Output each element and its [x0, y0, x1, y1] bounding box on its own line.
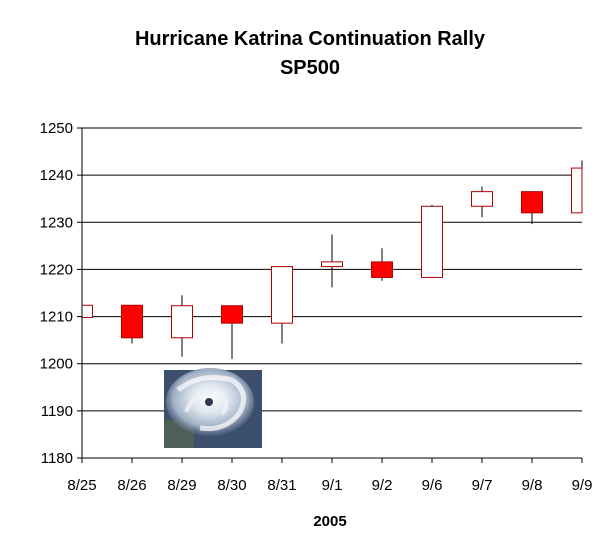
candle-body-up: [81, 304, 93, 319]
candle-9-8: [521, 191, 543, 225]
y-tick-label: 1250: [40, 120, 73, 137]
y-axis-ticks: 1180 1190 1200 1210 1220 1230 1240 1250: [40, 120, 82, 467]
x-tick-label: 8/31: [267, 477, 296, 494]
x-axis-label: 2005: [313, 513, 346, 530]
y-tick-label: 1220: [40, 261, 73, 278]
x-tick-label: 9/8: [522, 477, 543, 494]
y-tick-label: 1200: [40, 356, 73, 373]
candle-8-29: [171, 295, 193, 357]
candle-body-down: [121, 304, 143, 339]
candle-9-7: [471, 186, 493, 218]
x-tick-label: 8/26: [117, 477, 146, 494]
y-tick-label: 1210: [40, 309, 73, 326]
grid-lines: [82, 127, 582, 412]
x-tick-label: 8/29: [167, 477, 196, 494]
candle-9-1: [321, 234, 343, 288]
y-tick-label: 1230: [40, 214, 73, 231]
candle-body-up: [321, 261, 343, 268]
chart-subtitle: SP500: [280, 57, 340, 79]
candle-body-up: [171, 305, 193, 339]
candles: [81, 160, 583, 359]
x-tick-label: 8/30: [217, 477, 246, 494]
candle-body-down: [371, 261, 393, 278]
candle-body-down: [521, 191, 543, 214]
x-tick-label: 8/25: [67, 477, 96, 494]
x-tick-label: 9/7: [472, 477, 493, 494]
candle-9-2: [371, 248, 393, 281]
x-tick-label: 9/2: [372, 477, 393, 494]
chart-title: Hurricane Katrina Continuation Rally: [135, 28, 486, 50]
candle-8-31: [271, 266, 293, 344]
candle-body-up: [471, 191, 493, 207]
candle-body-up: [571, 167, 583, 214]
candle-8-26: [121, 304, 143, 344]
x-axis-ticks: 8/25 8/26 8/29 8/30 8/31 9/1 9/2 9/6 9/7 9/8 9/9: [67, 458, 592, 494]
hurricane-satellite-icon: [164, 368, 262, 448]
x-tick-label: 9/1: [322, 477, 343, 494]
candle-body-up: [271, 266, 293, 324]
y-tick-label: 1180: [41, 450, 73, 467]
x-tick-label: 9/9: [572, 477, 593, 494]
candle-9-9: [571, 160, 583, 214]
x-tick-label: 9/6: [422, 477, 443, 494]
y-tick-label: 1190: [41, 403, 73, 420]
y-tick-label: 1240: [40, 167, 73, 184]
candle-8-30: [221, 305, 243, 359]
candle-9-6: [421, 204, 443, 278]
candle-body-up: [421, 205, 443, 278]
candle-8-25: [81, 304, 93, 319]
candle-body-down: [221, 305, 243, 324]
